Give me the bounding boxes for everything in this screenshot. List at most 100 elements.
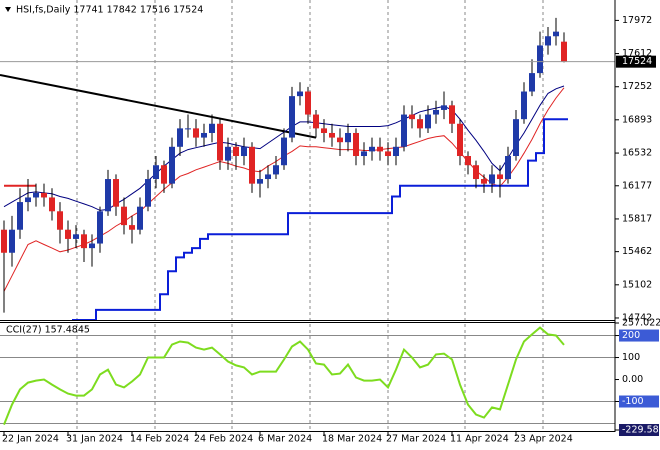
candle-body <box>465 156 471 166</box>
candle-body <box>337 137 343 143</box>
candle-body <box>217 123 223 161</box>
candle-body <box>441 105 447 110</box>
candle-body <box>489 174 495 184</box>
candle-body <box>41 192 47 198</box>
candle-body <box>553 31 559 37</box>
candle-body <box>425 114 431 129</box>
y2-tick-box <box>619 424 659 436</box>
candle-body <box>449 105 455 124</box>
candle-body <box>81 234 87 249</box>
candle-body <box>289 96 295 138</box>
y-tick-label: 16893 <box>622 114 652 125</box>
candle-body <box>169 146 175 184</box>
candle-body <box>137 206 143 230</box>
x-tick-label: 11 Apr 2024 <box>450 434 509 445</box>
candle-body <box>161 165 167 184</box>
candle-body <box>545 36 551 46</box>
y2-tick-label: 100 <box>622 352 640 363</box>
y2-tick-box <box>619 329 659 342</box>
grid <box>76 0 544 432</box>
y-tick-label: 15102 <box>622 279 652 290</box>
candle-body <box>457 123 463 157</box>
y2-tick-label: 200 <box>622 330 640 341</box>
candle-body <box>113 179 119 207</box>
candle-body <box>345 132 351 143</box>
candle-body <box>97 211 103 244</box>
y-tick-label: 15817 <box>622 213 652 224</box>
chart-title: HSI,fs,Daily 17741 17842 17516 17524 <box>16 5 203 16</box>
x-tick-label: 31 Jan 2024 <box>66 434 123 445</box>
candle-body <box>249 146 255 184</box>
candle-body <box>473 165 479 180</box>
candle-body <box>209 123 215 133</box>
x-tick-label: 27 Mar 2024 <box>386 434 446 445</box>
candle-body <box>281 137 287 166</box>
trendline <box>0 73 317 139</box>
price-label: 17524 <box>622 56 652 67</box>
x-tick-label: 23 Apr 2024 <box>514 434 573 445</box>
title-arrow <box>5 7 11 12</box>
y2-tick-label: -100 <box>622 396 644 407</box>
candle-body <box>505 156 511 180</box>
y-tick-label: 17252 <box>622 81 652 92</box>
y-tick-label: 16177 <box>622 180 652 191</box>
marks <box>0 17 615 425</box>
channel-line <box>72 118 568 321</box>
x-tick-label: 14 Feb 2024 <box>130 434 189 445</box>
candle-body <box>241 146 247 157</box>
candle-body <box>105 179 111 212</box>
candle-body <box>297 91 303 97</box>
candle-body <box>257 179 263 184</box>
candle-body <box>537 45 543 74</box>
y2-tick-box <box>619 395 659 408</box>
candle-body <box>193 128 199 138</box>
candle-body <box>201 132 207 138</box>
indicator-title: CCI(27) 157.4845 <box>6 325 90 336</box>
y2-tick-label: 257.0229 <box>622 318 660 329</box>
candle-body <box>273 165 279 175</box>
candle-body <box>17 202 23 230</box>
candle-body <box>361 151 367 157</box>
frame <box>0 0 616 432</box>
candle-body <box>329 132 335 138</box>
y-tick-label: 17612 <box>622 48 652 59</box>
candle-body <box>305 91 311 115</box>
x-tick-label: 22 Jan 2024 <box>2 434 59 445</box>
candle-body <box>225 146 231 161</box>
candle-body <box>497 174 503 180</box>
y-tick-label: 14742 <box>622 312 652 323</box>
candle-body <box>513 119 519 157</box>
x-tick-label: 6 Mar 2024 <box>258 434 312 445</box>
candle-body <box>529 73 535 92</box>
candle-body <box>185 128 191 130</box>
y-tick-label: 17972 <box>622 15 652 26</box>
candle-body <box>433 109 439 115</box>
y2-tick-label: -229.580 <box>622 425 660 436</box>
candle-body <box>369 146 375 152</box>
candle-body <box>33 192 39 198</box>
candle-body <box>385 151 391 157</box>
candle-body <box>481 179 487 184</box>
candle-body <box>1 229 7 253</box>
candle-body <box>409 114 415 120</box>
cci-line <box>3 326 565 425</box>
candle-body <box>393 146 399 157</box>
candle-body <box>521 91 527 120</box>
candle-body <box>177 128 183 147</box>
candle-body <box>265 174 271 180</box>
candle-body <box>401 114 407 147</box>
y-tick-label: 16532 <box>622 148 652 159</box>
candle-body <box>121 206 127 226</box>
candle-body <box>9 229 15 253</box>
y-tick-label: 15462 <box>622 246 652 257</box>
candle-body <box>89 243 95 249</box>
candle-body <box>321 128 327 133</box>
x-tick-label: 18 Mar 2024 <box>322 434 382 445</box>
candle-body <box>417 119 423 129</box>
candle-body <box>65 229 71 239</box>
price-label-box <box>616 55 656 68</box>
x-tick-label: 24 Feb 2024 <box>194 434 253 445</box>
candle-body <box>353 132 359 157</box>
candle-body <box>25 197 31 203</box>
